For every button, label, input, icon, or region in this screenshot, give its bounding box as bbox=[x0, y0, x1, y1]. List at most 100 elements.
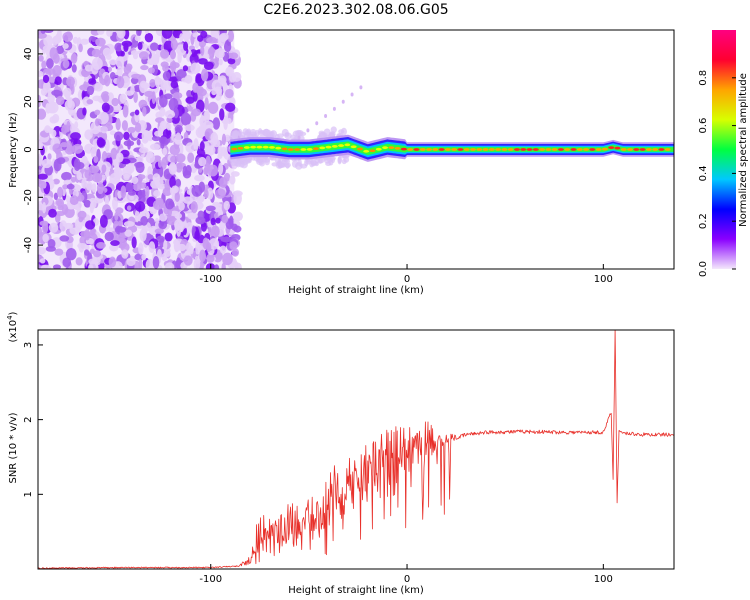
noise-speckle bbox=[136, 156, 144, 164]
noise-speckle bbox=[114, 211, 119, 221]
noise-speckle bbox=[75, 257, 83, 266]
noise-speckle bbox=[125, 63, 133, 71]
noise-speckle bbox=[205, 155, 211, 168]
track-peak bbox=[526, 148, 533, 151]
track-peak bbox=[419, 148, 426, 151]
noise-speckle bbox=[131, 73, 142, 79]
noise-speckle bbox=[71, 64, 77, 73]
noise-speckle bbox=[126, 257, 136, 267]
track-peak bbox=[256, 145, 263, 149]
track-peak bbox=[338, 144, 345, 147]
noise-speckle bbox=[192, 32, 199, 38]
noise-speckle bbox=[54, 76, 62, 86]
y-tick-label: -40 bbox=[23, 237, 34, 253]
track-halo bbox=[306, 128, 310, 133]
noise-speckle bbox=[52, 113, 60, 123]
noise-speckle bbox=[223, 41, 232, 53]
snr-series bbox=[38, 330, 674, 569]
noise-speckle bbox=[134, 201, 146, 212]
noise-speckle bbox=[141, 253, 147, 261]
noise-speckle bbox=[158, 213, 168, 222]
noise-speckle bbox=[182, 30, 191, 41]
noise-speckle bbox=[52, 178, 60, 185]
noise-speckle bbox=[160, 79, 167, 91]
noise-speckle bbox=[95, 37, 106, 47]
noise-speckle bbox=[116, 30, 126, 39]
track-peak bbox=[281, 147, 288, 151]
noise-speckle bbox=[59, 235, 70, 242]
noise-speckle bbox=[218, 50, 225, 58]
noise-speckle bbox=[134, 161, 145, 168]
noise-speckle bbox=[207, 164, 219, 177]
noise-speckle bbox=[214, 264, 220, 269]
noise-speckle bbox=[88, 264, 94, 269]
noise-speckle bbox=[159, 94, 168, 108]
noise-speckle bbox=[185, 96, 195, 104]
noise-speckle bbox=[46, 58, 54, 69]
noise-speckle bbox=[174, 212, 183, 219]
noise-speckle bbox=[137, 41, 143, 51]
track-halo bbox=[297, 135, 301, 140]
noise-speckle bbox=[138, 242, 144, 255]
noise-speckle bbox=[105, 152, 112, 158]
noise-speckle bbox=[137, 30, 142, 36]
track-halo bbox=[340, 127, 347, 136]
noise-speckle bbox=[108, 59, 118, 66]
track-peak bbox=[237, 146, 244, 150]
noise-speckle bbox=[133, 91, 138, 103]
noise-speckle bbox=[88, 78, 97, 85]
noise-speckle bbox=[38, 225, 43, 239]
noise-speckle bbox=[174, 132, 182, 145]
track-peak bbox=[645, 148, 652, 151]
noise-speckle bbox=[191, 185, 203, 197]
track-peak bbox=[614, 146, 621, 150]
noise-speckle bbox=[166, 122, 172, 131]
noise-speckle bbox=[38, 247, 46, 255]
noise-speckle bbox=[157, 159, 163, 168]
noise-speckle bbox=[43, 30, 54, 34]
track-peak bbox=[432, 148, 439, 151]
noise-speckle bbox=[96, 182, 104, 195]
noise-speckle bbox=[110, 147, 118, 160]
track-peak bbox=[595, 148, 602, 151]
noise-speckle bbox=[178, 201, 185, 211]
noise-speckle bbox=[38, 70, 44, 77]
spectrogram-x-axis-label: Height of straight line (km) bbox=[288, 285, 424, 296]
noise-speckle bbox=[59, 220, 68, 232]
noise-speckle bbox=[40, 30, 46, 34]
noise-speckle bbox=[65, 247, 77, 261]
noise-speckle bbox=[183, 255, 193, 266]
noise-speckle bbox=[164, 262, 175, 269]
noise-speckle bbox=[104, 139, 110, 152]
noise-speckle bbox=[74, 203, 79, 210]
noise-speckle bbox=[123, 131, 130, 141]
noise-speckle bbox=[47, 101, 59, 114]
noise-speckle bbox=[151, 135, 161, 142]
track-peak bbox=[620, 148, 627, 151]
noise-speckle bbox=[62, 59, 70, 69]
noise-speckle bbox=[152, 199, 164, 210]
noise-speckle bbox=[115, 207, 124, 214]
track-peak bbox=[407, 148, 414, 151]
noise-speckle bbox=[52, 264, 61, 269]
noise-speckle bbox=[136, 139, 141, 146]
noise-speckle bbox=[121, 249, 129, 259]
noise-speckle bbox=[70, 176, 77, 183]
noise-speckle bbox=[111, 244, 116, 252]
track-halo bbox=[277, 161, 285, 168]
track-peak bbox=[482, 148, 489, 151]
noise-speckle bbox=[179, 33, 184, 43]
noise-speckle bbox=[222, 252, 233, 266]
noise-speckle bbox=[182, 165, 188, 177]
noise-speckle bbox=[145, 258, 155, 269]
noise-speckle bbox=[174, 124, 183, 134]
noise-speckle bbox=[174, 219, 184, 231]
noise-speckle bbox=[164, 232, 173, 242]
colorbar-gradient bbox=[712, 30, 736, 269]
track-halo bbox=[249, 128, 257, 136]
noise-speckle bbox=[57, 186, 64, 199]
track-peak bbox=[388, 146, 395, 149]
noise-speckle bbox=[44, 125, 51, 133]
noise-speckle bbox=[203, 110, 211, 123]
noise-speckle bbox=[184, 74, 193, 84]
